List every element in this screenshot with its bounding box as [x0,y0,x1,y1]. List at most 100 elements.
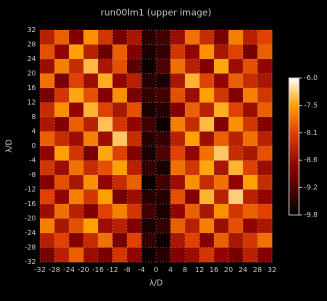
heat-cell [257,233,273,248]
heat-cell [40,204,55,219]
heat-cell [69,117,84,132]
heat-cell [257,189,273,205]
colorbar-tick-label: -8.1 [304,129,318,137]
heat-cell [83,233,99,248]
heat-cell [83,204,99,219]
heat-cell [141,189,157,205]
heat-cell [98,175,113,190]
heat-cell [54,189,70,205]
x-tick-label: -12 [107,266,118,274]
heat-cell [127,175,142,190]
x-tick-label: -4 [138,266,146,274]
x-tick-label: 4 [168,266,173,274]
heat-cell [54,102,70,118]
y-tick-label: -4 [29,157,37,165]
heat-cell [54,88,70,103]
heat-cell [199,204,215,219]
heat-cell [83,44,99,60]
heat-cell [127,30,142,45]
heat-cell [257,30,273,45]
heat-cell [228,218,244,234]
heat-cell [127,88,142,103]
heat-cell [228,247,244,263]
heat-cell [156,218,171,234]
heat-cell [69,175,84,190]
heat-cell [214,218,229,234]
heat-cell [243,146,258,161]
heat-cell [228,204,244,219]
heat-cell [54,30,70,45]
x-tick-label: 12 [195,266,204,274]
heat-cell [69,160,84,176]
heat-cell [185,146,200,161]
heat-cell [112,204,128,219]
heat-cell [243,131,258,147]
y-axis-label: λ/D [5,139,14,153]
heat-cell [83,117,99,132]
heat-cell [112,30,128,45]
heat-cell [228,102,244,118]
heat-cell [185,131,200,147]
x-tick-label: 16 [210,266,219,274]
heat-cell [141,175,157,190]
heat-cell [98,131,113,147]
heat-cell [98,59,113,74]
heat-cell [83,175,99,190]
heat-cell [156,131,171,147]
heat-cell [185,59,200,74]
heat-cell [214,88,229,103]
heat-cell [83,102,99,118]
heat-cell [141,44,157,60]
y-tick-label: -24 [25,229,37,237]
heat-cell [127,218,142,234]
heat-cell [40,175,55,190]
heat-cell [170,73,186,89]
heat-cell [83,146,99,161]
heat-cell [199,102,215,118]
heat-cell [69,88,84,103]
heat-cell [54,117,70,132]
heat-cell [112,189,128,205]
heat-cell [214,44,229,60]
heat-cell [170,102,186,118]
heat-cell [98,218,113,234]
heat-cell [69,189,84,205]
heat-cell [214,117,229,132]
heat-cell [83,218,99,234]
heat-cell [214,233,229,248]
heat-cell [112,247,128,263]
heat-cell [199,175,215,190]
heat-cell [156,30,171,45]
heat-cell [243,218,258,234]
heat-cell [243,44,258,60]
heat-cell [156,59,171,74]
heat-cell [214,73,229,89]
heat-cell [199,117,215,132]
heat-cell [127,44,142,60]
heat-cell [54,175,70,190]
heat-cell [40,30,55,45]
heat-cell [83,247,99,263]
heat-cell [40,160,55,176]
y-tick-label: 12 [27,99,36,107]
heat-cell [185,160,200,176]
x-tick-label: 8 [183,266,187,274]
heat-cell [54,44,70,60]
heat-cell [141,160,157,176]
heat-cell [199,247,215,263]
heat-cell [112,218,128,234]
heat-cell [40,146,55,161]
heat-cell [257,73,273,89]
y-tick-label: -28 [25,244,36,252]
heat-cell [257,44,273,60]
heat-cell [69,30,84,45]
x-tick-label: -28 [49,266,60,274]
colorbar-tick-label: -6.0 [304,74,318,82]
heat-cell [141,117,157,132]
heat-cell [214,160,229,176]
heat-cell [98,30,113,45]
x-tick-label: -24 [63,266,75,274]
x-axis-label: λ/D [149,279,163,288]
heat-cell [141,204,157,219]
heat-cell [83,73,99,89]
